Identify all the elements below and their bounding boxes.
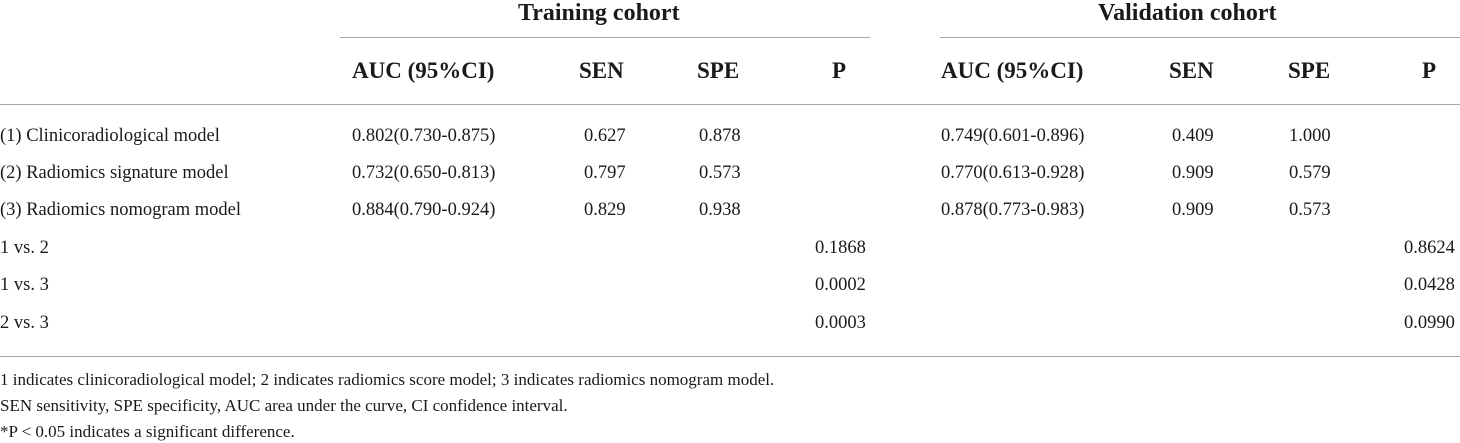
footnote: 1 indicates clinicoradiological model; 2… xyxy=(0,370,775,389)
cell-train-sen: 0.797 xyxy=(584,163,626,183)
cell-train-spe: 0.938 xyxy=(699,200,741,220)
training-group-rule xyxy=(340,37,870,38)
group-header-training: Training cohort xyxy=(518,0,680,26)
cell-valid-p: 0.8624 xyxy=(1404,238,1455,258)
col-header-auc-validation: AUC (95%CI) xyxy=(941,58,1084,83)
cell-valid-spe: 0.579 xyxy=(1289,163,1331,183)
cell-valid-auc: 0.770(0.613-0.928) xyxy=(941,163,1085,183)
cell-train-p: 0.0003 xyxy=(815,313,866,333)
col-header-spe-validation: SPE xyxy=(1288,58,1331,83)
col-header-auc-training: AUC (95%CI) xyxy=(352,58,495,83)
header-bottom-rule xyxy=(0,104,1460,105)
cell-valid-p: 0.0428 xyxy=(1404,275,1455,295)
validation-group-rule xyxy=(940,37,1460,38)
row-label: 2 vs. 3 xyxy=(0,313,49,333)
cell-train-auc: 0.732(0.650-0.813) xyxy=(352,163,496,183)
cell-train-spe: 0.878 xyxy=(699,126,741,146)
row-label: 1 vs. 2 xyxy=(0,238,49,258)
group-header-validation: Validation cohort xyxy=(1098,0,1277,26)
cell-valid-auc: 0.749(0.601-0.896) xyxy=(941,126,1085,146)
cell-valid-sen: 0.409 xyxy=(1172,126,1214,146)
cell-valid-auc: 0.878(0.773-0.983) xyxy=(941,200,1085,220)
row-label: (1) Clinicoradiological model xyxy=(0,126,220,146)
row-label: 1 vs. 3 xyxy=(0,275,49,295)
footnote: *P < 0.05 indicates a significant differ… xyxy=(0,422,295,441)
cell-train-p: 0.1868 xyxy=(815,238,866,258)
col-header-spe-training: SPE xyxy=(697,58,740,83)
cell-valid-sen: 0.909 xyxy=(1172,163,1214,183)
cell-train-auc: 0.802(0.730-0.875) xyxy=(352,126,496,146)
cell-valid-sen: 0.909 xyxy=(1172,200,1214,220)
cell-train-sen: 0.829 xyxy=(584,200,626,220)
cell-valid-p: 0.0990 xyxy=(1404,313,1455,333)
cell-train-sen: 0.627 xyxy=(584,126,626,146)
table-bottom-rule xyxy=(0,356,1460,357)
cell-valid-spe: 1.000 xyxy=(1289,126,1331,146)
cell-train-p: 0.0002 xyxy=(815,275,866,295)
cell-train-spe: 0.573 xyxy=(699,163,741,183)
col-header-sen-training: SEN xyxy=(579,58,624,83)
col-header-sen-validation: SEN xyxy=(1169,58,1214,83)
col-header-p-training: P xyxy=(832,58,847,83)
row-label: (3) Radiomics nomogram model xyxy=(0,200,241,220)
cell-train-auc: 0.884(0.790-0.924) xyxy=(352,200,496,220)
footnote: SEN sensitivity, SPE specificity, AUC ar… xyxy=(0,396,568,415)
col-header-p-validation: P xyxy=(1422,58,1437,83)
row-label: (2) Radiomics signature model xyxy=(0,163,229,183)
cell-valid-spe: 0.573 xyxy=(1289,200,1331,220)
